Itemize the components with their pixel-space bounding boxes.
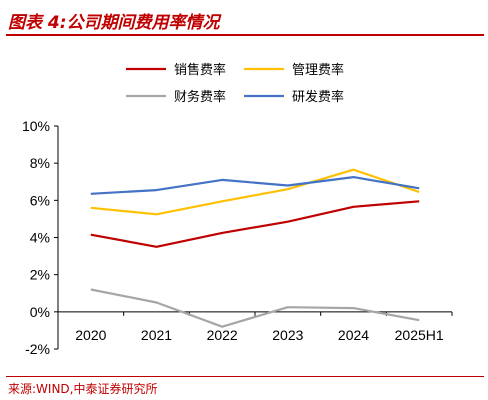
series-line-3 xyxy=(90,288,420,328)
series-line-1 xyxy=(90,200,420,248)
source-note: 来源:WIND,中泰证券研究所 xyxy=(8,382,158,396)
series-line-4 xyxy=(90,176,420,195)
x-tick-label: 2022 xyxy=(207,327,238,343)
y-tick-label: 10% xyxy=(22,118,50,134)
x-tick-label: 2020 xyxy=(75,327,106,343)
y-tick-label: 2% xyxy=(30,267,50,283)
y-tick-label: 6% xyxy=(30,192,50,208)
y-tick-label: 4% xyxy=(30,230,50,246)
y-axis: -2% 0% 2% 4% 6% 8% 10% xyxy=(22,118,59,357)
x-tick-label: 2025H1 xyxy=(395,327,444,343)
y-tick-label: 0% xyxy=(30,304,50,320)
series-line-2 xyxy=(90,168,420,216)
figure-header: 图表 4:公司期间费用率情况 xyxy=(0,0,488,36)
x-axis: 2020 2021 2022 2023 2024 2025H1 xyxy=(57,311,453,343)
x-tick-label: 2023 xyxy=(272,327,303,343)
figure-title: 图表 4:公司期间费用率情况 xyxy=(8,13,220,33)
legend-label: 研发费率 xyxy=(292,89,344,105)
y-tick-label: 8% xyxy=(30,155,50,171)
series-lines xyxy=(90,168,420,328)
legend-label: 财务费率 xyxy=(174,89,226,105)
legend-label: 管理费率 xyxy=(292,62,344,78)
footer-divider xyxy=(6,376,484,377)
x-tick-label: 2024 xyxy=(338,327,369,343)
title-divider xyxy=(6,34,484,36)
x-tick-label: 2021 xyxy=(141,327,172,343)
y-tick-label: -2% xyxy=(25,341,50,357)
legend-label: 销售费率 xyxy=(174,62,226,78)
